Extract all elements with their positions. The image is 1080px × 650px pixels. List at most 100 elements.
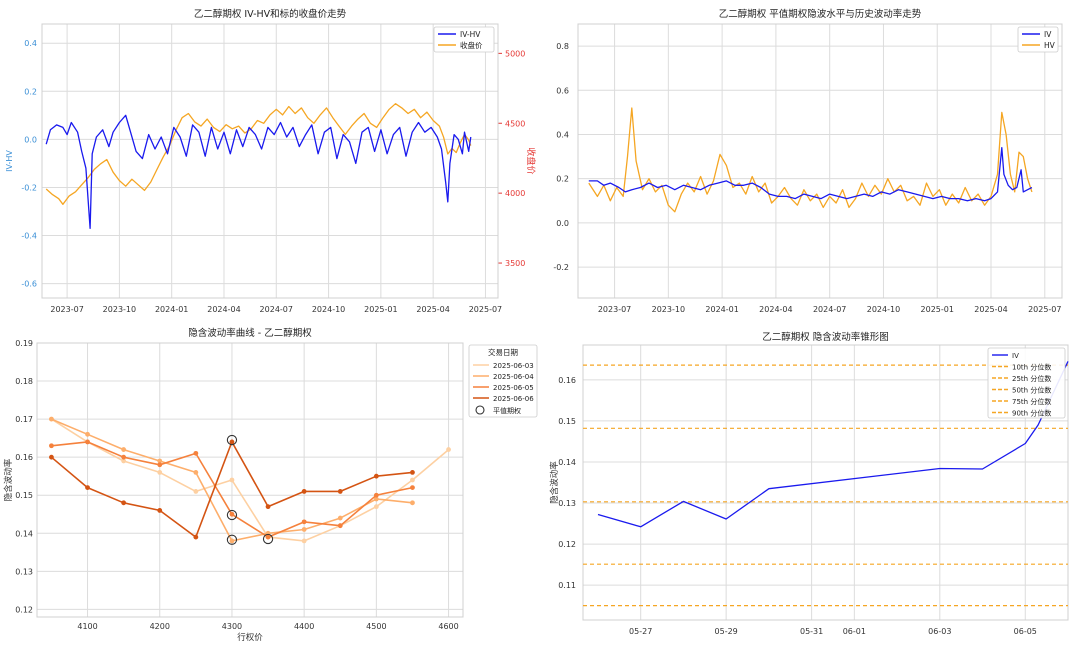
- y-tick-label: 0.15: [15, 491, 33, 500]
- legend-label: 90th 分位数: [1012, 409, 1051, 418]
- plot-frame: [36, 342, 464, 618]
- data-point: [301, 489, 307, 494]
- y-axis-label: 隐含波动率: [549, 461, 560, 504]
- y-tick-label: 0.13: [558, 499, 576, 508]
- x-tick-label: 2023-10: [103, 305, 136, 314]
- atm-marker: [226, 509, 238, 521]
- x-tick-label: 2024-04: [759, 305, 792, 314]
- y-tick-label: 0.18: [15, 377, 33, 386]
- y-tick-label: 0.0: [556, 219, 569, 228]
- chart-ivhv-close: 乙二醇期权 IV-HV和标的收盘价走势 2023-07 2023-10 2024-01…: [5, 8, 537, 314]
- atm-marker: [226, 534, 238, 545]
- legend: IV 10th 分位数 25th 分位数 50th 分位数 75th 分位数 90th 分…: [987, 347, 1066, 419]
- data-point: [301, 538, 307, 544]
- data-point: [157, 458, 163, 464]
- x-tick-label: 4100: [77, 622, 97, 631]
- legend-label: 50th 分位数: [1012, 386, 1051, 395]
- legend-label: IV: [1012, 352, 1019, 360]
- data-point: [193, 450, 199, 456]
- y-tick-label-left: -0.4: [21, 232, 37, 241]
- data-point: [49, 416, 54, 422]
- y-axis-label: 隐含波动率: [3, 458, 14, 501]
- y-tick-label: 0.12: [15, 605, 33, 614]
- series-line-hv: [588, 107, 1033, 213]
- data-point: [410, 500, 415, 506]
- x-axis-label: 行权价: [237, 632, 263, 643]
- data-point: [121, 447, 127, 452]
- legend-label: 2025-06-06: [493, 395, 534, 403]
- y-tick-label: -0.2: [553, 263, 569, 272]
- data-point: [49, 454, 54, 460]
- data-point: [121, 500, 127, 506]
- legend-label-ivhv: IV-HV: [460, 30, 481, 39]
- x-tick-label: 4600: [438, 622, 458, 631]
- y-tick-label: 0.13: [15, 567, 33, 576]
- chart-iv-hv: 乙二醇期权 平值期权隐波水平与历史波动率走势 2023-07 2023-10 2024…: [553, 8, 1063, 314]
- x-tick-label: 2024-10: [867, 305, 900, 314]
- legend-label-iv: IV: [1044, 30, 1052, 39]
- legend-box: [468, 344, 538, 418]
- data-point: [49, 443, 54, 449]
- atm-marker: [262, 533, 274, 545]
- data-point: [410, 477, 415, 483]
- y-axis-label-right: 收盘价: [525, 147, 537, 174]
- y-tick-label: 0.17: [15, 415, 33, 424]
- x-tick-label: 2023-10: [652, 305, 685, 314]
- data-point: [157, 508, 163, 513]
- data-point: [337, 489, 343, 494]
- legend-box: [987, 347, 1066, 419]
- legend-label: 75th 分位数: [1012, 397, 1051, 406]
- x-tick-label: 06-03: [928, 627, 951, 636]
- chart-iv-smile: 隐含波动率曲线 - 乙二醇期权 4100 4200 4300 4400 4500 4600 0…: [3, 327, 538, 643]
- x-tick-label: 4300: [222, 622, 242, 631]
- y-tick-label: 0.12: [558, 540, 576, 549]
- y-tick-label: 0.16: [15, 453, 33, 462]
- series-line-iv: [597, 361, 1069, 528]
- data-point: [229, 439, 235, 445]
- chart-title: 隐含波动率曲线 - 乙二醇期权: [188, 327, 312, 339]
- legend: 交易日期 2025-06-03 2025-06-04 2025-06-05 2025-0…: [468, 344, 538, 418]
- atm-marker: [226, 434, 238, 446]
- x-tick-label: 2024-07: [813, 305, 846, 314]
- y-tick-label-left: 0.0: [24, 135, 37, 144]
- legend-label: 2025-06-03: [493, 362, 534, 370]
- x-tick-label: 2025-01: [921, 305, 954, 314]
- data-point: [265, 504, 271, 510]
- data-point: [193, 489, 199, 494]
- x-tick-label: 2024-04: [207, 305, 240, 314]
- legend-swatch-atm: [475, 405, 485, 415]
- chart-title: 乙二醇期权 IV-HV和标的收盘价走势: [194, 8, 347, 20]
- plot-frame: [582, 344, 1069, 621]
- data-point: [373, 496, 379, 502]
- data-point: [121, 454, 127, 460]
- legend-label: 10th 分位数: [1012, 363, 1051, 372]
- y-tick-label: 0.11: [558, 581, 576, 590]
- y-tick-label-right: 4000: [505, 189, 525, 198]
- plot-frame: [41, 23, 499, 299]
- data-point: [85, 439, 90, 445]
- y-tick-label-left: 0.2: [24, 87, 37, 96]
- x-tick-label: 2023-07: [50, 305, 83, 314]
- data-point: [265, 534, 271, 540]
- data-point: [337, 523, 343, 529]
- x-tick-label: 4200: [150, 622, 170, 631]
- data-point: [193, 469, 199, 475]
- x-tick-label: 4400: [294, 622, 314, 631]
- x-tick-label: 05-27: [629, 627, 652, 636]
- y-tick-label: 0.14: [558, 458, 576, 467]
- data-point: [337, 515, 343, 521]
- y-tick-label-left: 0.4: [24, 39, 37, 48]
- legend-label: 2025-06-05: [493, 384, 534, 392]
- legend-label: 2025-06-04: [493, 373, 534, 381]
- y-tick-label: 0.19: [15, 339, 33, 348]
- data-point: [157, 462, 163, 468]
- x-tick-label: 06-05: [1014, 627, 1037, 636]
- y-axis-label-left: IV-HV: [5, 150, 14, 172]
- data-point: [157, 469, 163, 475]
- data-point: [301, 527, 307, 532]
- data-point: [229, 477, 235, 483]
- x-tick-label: 2025-07: [1028, 305, 1061, 314]
- legend-label-hv: HV: [1044, 41, 1056, 50]
